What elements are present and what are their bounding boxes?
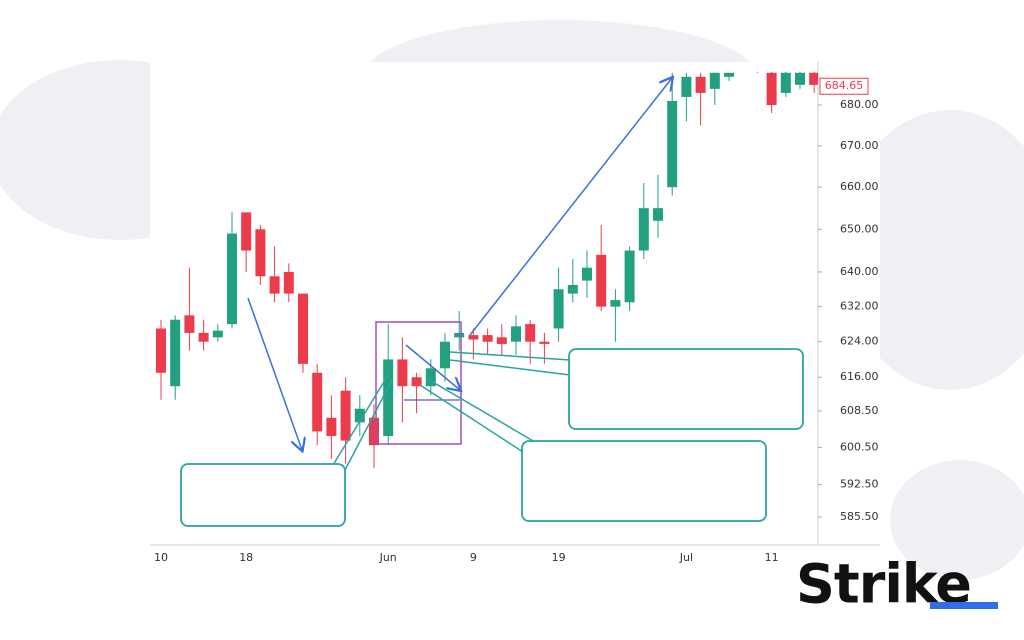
arrows — [247, 78, 672, 450]
y-tick-label: 640.00 — [840, 265, 879, 278]
callout-box — [521, 440, 767, 522]
candle-body — [170, 319, 181, 387]
y-tick-label: 670.00 — [840, 139, 879, 152]
candle-body — [283, 271, 294, 294]
candle-body — [198, 332, 209, 342]
y-tick-label: 680.00 — [840, 98, 879, 111]
candle-body — [411, 377, 422, 387]
y-tick-label: 608.50 — [840, 404, 879, 417]
candle-body — [425, 368, 436, 387]
candle-body — [255, 229, 266, 277]
candle-body — [724, 72, 734, 77]
candle-body — [596, 254, 607, 307]
last-price-label: 684.65 — [825, 79, 864, 92]
candle-body — [681, 76, 692, 97]
y-tick-label: 650.00 — [840, 222, 879, 235]
y-tick-label: 592.50 — [840, 477, 879, 490]
last-price-box — [819, 77, 869, 95]
x-tick-label: 18 — [239, 551, 253, 564]
x-tick-label: 10 — [154, 551, 168, 564]
candle-body — [369, 417, 379, 446]
logo-underline — [930, 602, 998, 609]
callout-pointers — [332, 351, 571, 471]
candle-body — [539, 341, 550, 344]
y-tick-label: 600.50 — [840, 440, 879, 453]
callout-box — [180, 463, 346, 527]
y-tick-label: 616.00 — [840, 370, 879, 383]
candle-body — [780, 72, 791, 93]
candle-body — [667, 100, 678, 188]
x-tick-label: 11 — [765, 551, 779, 564]
candle-body — [482, 335, 493, 342]
candle-body — [440, 341, 450, 369]
candle-body — [766, 72, 777, 106]
candle-body — [312, 372, 323, 432]
candle-body — [212, 330, 223, 338]
candle-body — [354, 408, 365, 423]
y-tick-label: 632.00 — [840, 300, 879, 313]
candle-body — [653, 208, 663, 221]
x-tick-label: 19 — [552, 551, 566, 564]
y-tick-label: 585.50 — [840, 510, 879, 523]
candle-body — [582, 267, 592, 281]
candle-body — [567, 284, 578, 294]
y-tick-label: 624.00 — [840, 335, 879, 348]
x-tick-label: Jul — [679, 551, 693, 564]
callout-box — [568, 348, 804, 430]
y-tick-label: 660.00 — [840, 180, 879, 193]
candle-body — [553, 289, 564, 329]
candle-body — [241, 212, 252, 251]
candle-body — [383, 359, 394, 436]
candle-body — [397, 359, 408, 387]
candle-body — [454, 332, 465, 338]
x-tick-label: 9 — [470, 551, 477, 564]
candle-body — [525, 324, 536, 342]
candle-body — [340, 390, 351, 441]
x-tick-label: Jun — [379, 551, 397, 564]
candle-body — [496, 337, 507, 344]
candle-body — [227, 233, 237, 325]
candle-body — [638, 208, 649, 251]
candle-body — [468, 335, 479, 340]
candle-body — [269, 276, 280, 294]
candle-body — [610, 300, 621, 307]
candle-body — [298, 293, 308, 364]
candle-body — [511, 326, 521, 342]
candle-body — [156, 328, 166, 373]
candle-body — [184, 315, 195, 333]
candle-body — [809, 72, 818, 85]
candle-body — [795, 72, 805, 85]
candle-body — [326, 417, 337, 436]
candle-body — [709, 72, 720, 89]
candle-body — [624, 250, 635, 303]
axes: 680.00 670.00 660.00 650.00 640.00 632.00 624.… — [154, 77, 879, 564]
candle-body — [695, 76, 706, 93]
